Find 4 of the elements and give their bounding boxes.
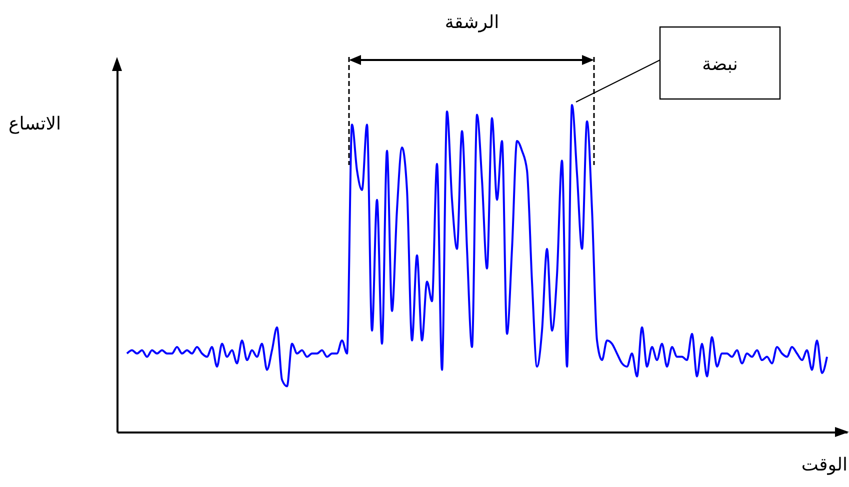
y-axis-title: الاتساع xyxy=(8,114,62,134)
text: نبضة xyxy=(702,54,738,75)
x-axis-title: الوقت xyxy=(801,454,848,476)
text: الرشقة xyxy=(444,12,500,33)
